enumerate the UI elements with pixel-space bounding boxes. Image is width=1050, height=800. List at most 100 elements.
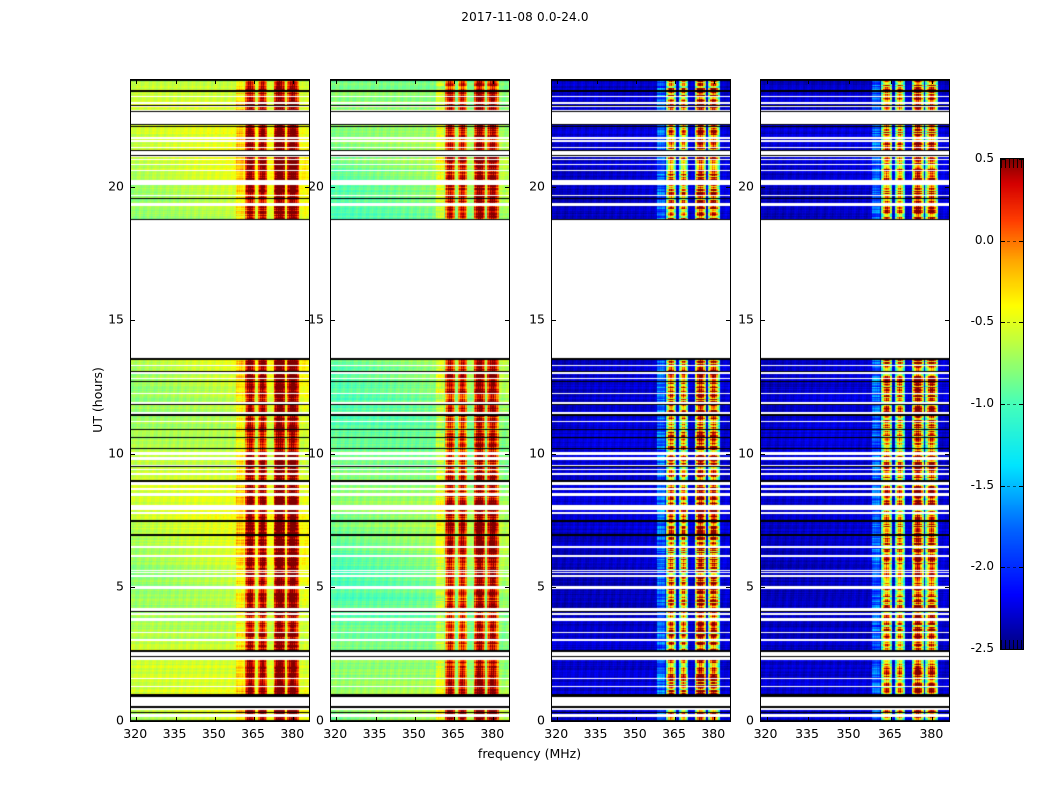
plot-panel-yy: YY, V1=EA10 [330,79,510,722]
plot-panel-xx: XX, V1=EA10 [130,79,310,722]
y-tick-right [305,454,309,455]
y-tick-label: 15 [529,311,545,327]
colorbar-tick-right [1019,159,1023,160]
x-tick-label: 335 [583,726,608,741]
colorbar-tick-right [1019,649,1023,650]
y-tick [331,187,335,188]
colorbar-dash [1001,322,1023,323]
x-tick-label: 380 [480,726,505,741]
x-tick [675,717,676,721]
x-tick-label: 320 [753,726,778,741]
x-tick-label: 350 [201,726,226,741]
x-tick-label: 380 [701,726,726,741]
x-tick-label: 365 [878,726,902,741]
y-tick [761,587,765,588]
x-tick [136,717,137,721]
x-tick-top [215,80,216,84]
y-tick-right [945,320,949,321]
x-tick-label: 380 [280,726,305,741]
x-tick [215,717,216,721]
x-tick [254,717,255,721]
x-tick-top [136,80,137,84]
y-tick-right [726,587,730,588]
y-tick-label: 5 [746,578,754,594]
colorbar [1000,158,1024,650]
y-tick [761,320,765,321]
x-tick-label: 350 [622,726,647,741]
y-tick-right [505,187,509,188]
x-tick-top [176,80,177,84]
dynamic-spectrum-yx [761,80,949,721]
x-tick [336,717,337,721]
x-tick [493,717,494,721]
x-tick [557,717,558,721]
x-tick-label: 320 [323,726,348,741]
x-tick [597,717,598,721]
x-tick [932,717,933,721]
x-tick-label: 335 [795,726,819,741]
y-tick-right [505,721,509,722]
y-tick-right [945,587,949,588]
x-tick-top [767,80,768,84]
y-tick-right [945,187,949,188]
x-tick-top [932,80,933,84]
y-tick [552,320,556,321]
y-tick-right [945,454,949,455]
x-tick-label: 320 [123,726,148,741]
x-tick-top [293,80,294,84]
x-tick-top [336,80,337,84]
x-tick-label: 380 [919,726,944,741]
colorbar-tick-label: -0.5 [970,314,994,329]
y-tick-right [305,587,309,588]
y-tick-label: 5 [537,578,545,594]
y-tick-right [305,721,309,722]
x-tick-top [714,80,715,84]
y-tick [331,454,335,455]
y-tick-label: 20 [308,178,324,194]
y-tick-label: 0 [537,712,545,728]
x-tick [891,717,892,721]
x-tick-label: 335 [362,726,387,741]
y-tick-labels-xx: 0 5 10 15 20 [84,79,124,727]
x-tick-label: 365 [441,726,465,741]
y-tick [131,187,135,188]
x-tick-label: 320 [544,726,569,741]
colorbar-tick-label: -1.5 [970,477,994,492]
x-tick-label: 350 [836,726,861,741]
plot-panel-yx: YX, V1=EA10 [760,79,950,722]
colorbar-dash [1001,404,1023,405]
y-tick-label: 10 [529,445,545,461]
x-tick-top [376,80,377,84]
colorbar-dash [1001,567,1023,568]
x-tick-label: 335 [162,726,187,741]
y-tick [331,721,335,722]
x-tick-top [675,80,676,84]
dynamic-spectrum-yy [331,80,509,721]
colorbar-tick-label: 0.0 [974,232,994,247]
dynamic-spectrum-xy [552,80,730,721]
x-tick [714,717,715,721]
y-tick [331,320,335,321]
y-tick [761,454,765,455]
y-tick-right [726,721,730,722]
x-tick [849,717,850,721]
x-tick-top [454,80,455,84]
y-tick [131,320,135,321]
x-tick-top [254,80,255,84]
y-tick-right [505,587,509,588]
x-tick-top [493,80,494,84]
y-tick-right [305,187,309,188]
x-tick-top [808,80,809,84]
y-tick-right [505,320,509,321]
y-tick [131,454,135,455]
x-tick-top [415,80,416,84]
y-tick-labels-yx: 0 5 10 15 20 [714,79,754,727]
y-tick-right [726,187,730,188]
colorbar-dash [1001,486,1023,487]
y-tick [131,721,135,722]
colorbar-tick-label: -1.0 [970,396,994,410]
x-tick [176,717,177,721]
y-tick [761,721,765,722]
y-tick [552,587,556,588]
